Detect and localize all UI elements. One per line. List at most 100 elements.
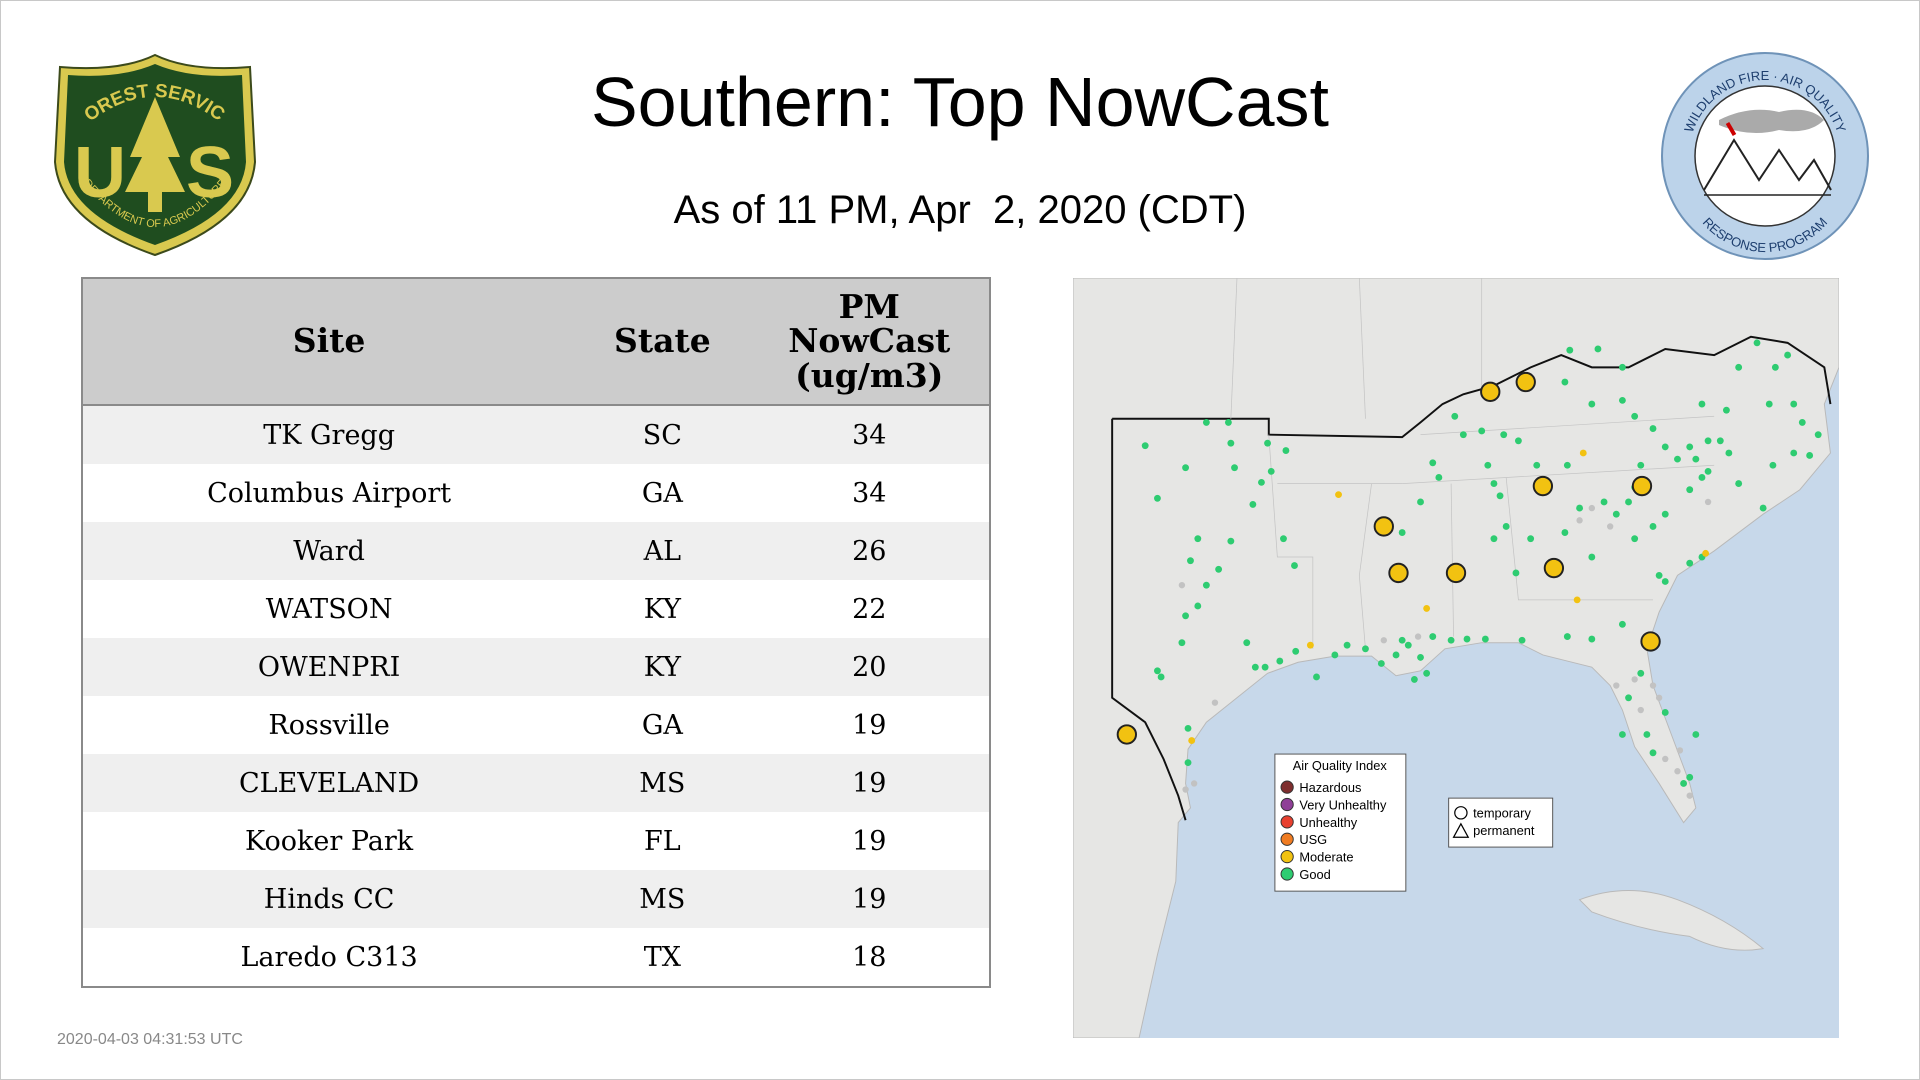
monitor-dot (1759, 504, 1767, 512)
monitor-dot (1698, 474, 1706, 481)
monitor-dot (1481, 635, 1489, 643)
monitor-dot (1423, 605, 1431, 612)
monitor-dot (1398, 636, 1406, 644)
monitor-dot (1573, 596, 1581, 604)
table-cell: Rossville (82, 696, 576, 754)
table-cell: CLEVELAND (82, 754, 576, 812)
monitor-dot (1686, 773, 1694, 781)
legend-item: Good (1299, 867, 1330, 882)
region-outline (1111, 335, 1832, 821)
table-cell: WATSON (82, 580, 576, 638)
monitor-dot (1518, 636, 1526, 644)
monitor-dot (1251, 663, 1259, 671)
monitor-dot (1692, 731, 1700, 738)
column-header-text: State (614, 321, 711, 361)
wildland-logo: WILDLAND FIRE · AIR QUALITY RESPONSE PRO… (1661, 52, 1869, 260)
monitor-dot (1725, 449, 1733, 457)
table-cell: 18 (749, 928, 990, 987)
legend-swatch (1280, 832, 1294, 846)
monitor-dot (1625, 498, 1632, 506)
column-header: State (575, 278, 750, 406)
monitor-dot (1698, 400, 1706, 408)
monitor-dot (1625, 694, 1632, 702)
table-cell: Laredo C313 (82, 928, 576, 987)
forest-service-logo: FOREST SERVICE U S DEPARTMENT OF AGRICUL… (50, 52, 257, 257)
monitor-dot (1735, 480, 1743, 488)
monitor-dot (1514, 437, 1522, 445)
top-site-marker (1373, 516, 1394, 537)
monitor-dot (1643, 731, 1651, 738)
table-row: Columbus Airport GA 34 (82, 464, 990, 522)
monitor-dot (1243, 639, 1251, 647)
monitor-dot (1686, 443, 1694, 451)
monitor-dot (1154, 667, 1161, 675)
monitor-dot (1702, 549, 1710, 557)
table-row: TK Gregg SC 34 (82, 405, 990, 464)
table-cell: GA (575, 696, 750, 754)
monitor-dot (1790, 400, 1798, 408)
table-cell: 19 (749, 812, 990, 870)
legend-title: Air Quality Index (1293, 758, 1388, 773)
table-row: OWENPRI KY 20 (82, 638, 990, 696)
monitor-dot (1661, 443, 1669, 451)
table-cell: SC (575, 405, 750, 464)
monitor-dot (1588, 400, 1596, 408)
table-cell: 19 (749, 696, 990, 754)
monitor-dot (1637, 461, 1645, 469)
cuba (1578, 890, 1765, 951)
monitor-dot (1182, 786, 1189, 793)
monitor-dot (1313, 673, 1320, 681)
table-cell: 19 (749, 870, 990, 928)
table-cell: GA (575, 464, 750, 522)
monitor-dot (1490, 535, 1498, 543)
monitor-dot (1576, 504, 1584, 512)
monitor-dot (1613, 682, 1620, 689)
table-cell: Kooker Park (82, 812, 576, 870)
land (1073, 278, 1839, 1038)
table-cell: FL (575, 812, 750, 870)
monitor-dot (1649, 523, 1657, 530)
monitor-dot (1618, 620, 1626, 628)
monitor-dot (1227, 439, 1235, 447)
table-cell: 20 (749, 638, 990, 696)
monitor-dot (1798, 418, 1806, 426)
monitor-dot (1806, 452, 1814, 459)
legend-item: temporary (1473, 806, 1531, 821)
logo-letter: U (74, 133, 126, 213)
monitor-dot (1527, 535, 1535, 543)
monitor-dot (1157, 673, 1165, 681)
nowcast-table: Site State PM NowCast (ug/m3) TK Gregg SC 34… (81, 277, 991, 988)
monitor-dot (1686, 559, 1694, 567)
table-cell: 34 (749, 464, 990, 522)
top-site-marker (1445, 562, 1467, 584)
monitor-dot (1765, 400, 1773, 408)
monitor-dot (1579, 449, 1587, 457)
monitor-dot (1661, 709, 1669, 716)
monitor-dot (1249, 500, 1257, 508)
monitor-dot (1563, 461, 1571, 469)
monitor-dot (1722, 406, 1730, 414)
monitor-dot (1637, 706, 1644, 714)
table-cell: MS (575, 754, 750, 812)
monitor-dot (1362, 645, 1369, 653)
legend-item: Very Unhealthy (1299, 797, 1387, 812)
monitor-dot (1680, 780, 1688, 787)
aqi-map: Air Quality Index Hazardous Very Unhealth… (1073, 278, 1839, 1038)
monitor-dot (1211, 699, 1219, 706)
monitor-dot (1414, 633, 1422, 640)
monitor-dot (1178, 639, 1186, 647)
table-cell: Ward (82, 522, 576, 580)
monitor-dot (1771, 363, 1779, 371)
monitor-dot (1496, 492, 1504, 500)
monitor-dot (1533, 461, 1541, 469)
legend-swatch (1280, 815, 1294, 829)
monitor-dot (1227, 537, 1235, 545)
column-header-text: Site (292, 321, 366, 361)
monitor-dot (1187, 557, 1194, 565)
monitor-dot (1417, 498, 1424, 506)
table-cell: KY (575, 638, 750, 696)
monitor-dot (1184, 759, 1192, 767)
top-site-marker (1631, 475, 1653, 497)
monitor-dot (1692, 455, 1700, 463)
